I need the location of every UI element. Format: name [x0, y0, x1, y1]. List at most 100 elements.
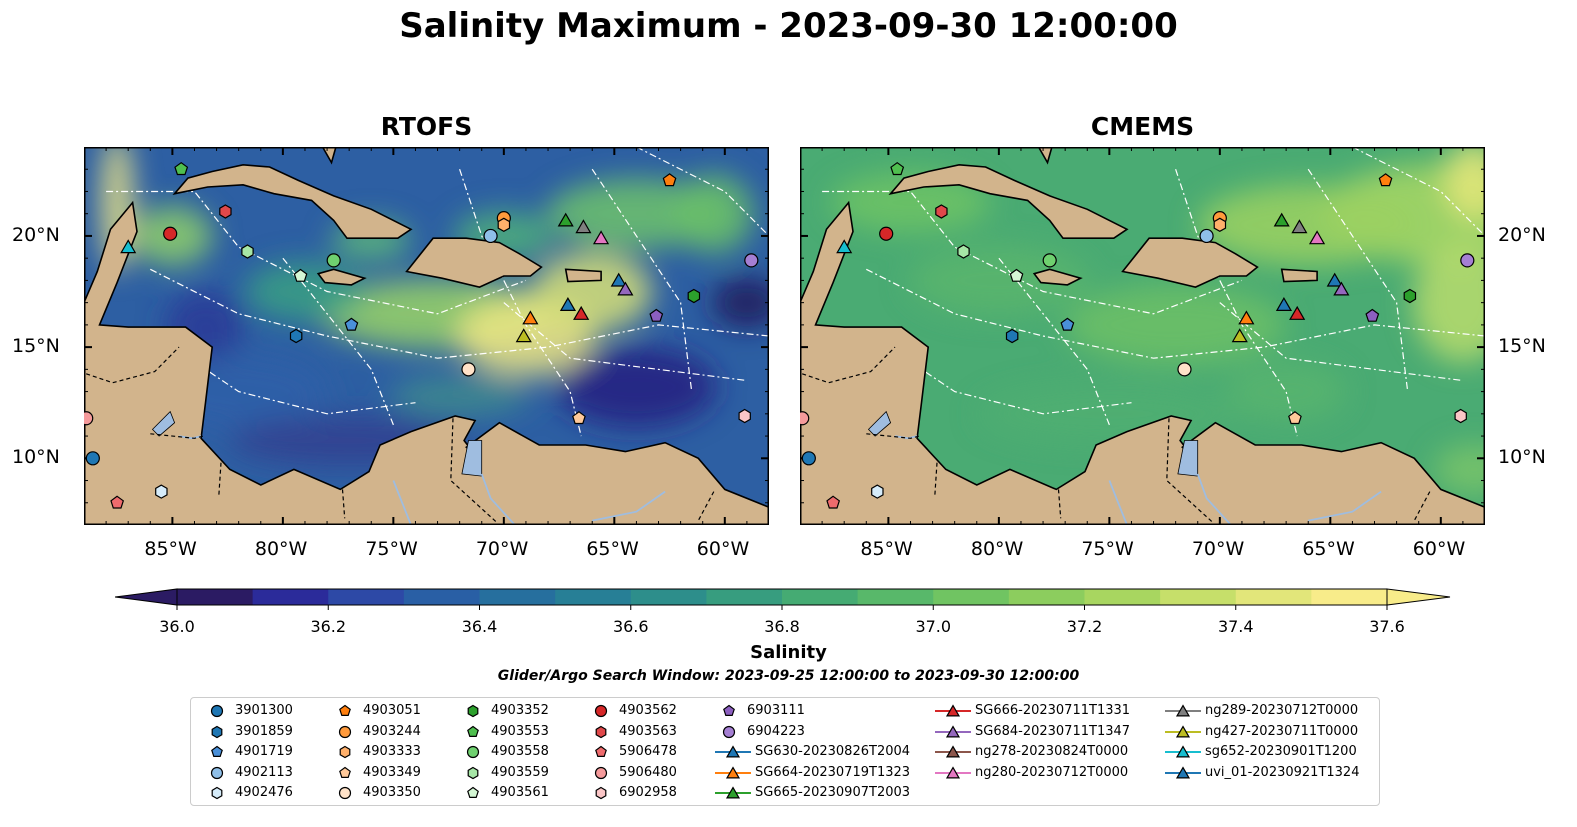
x-tick-label: 80°W: [970, 538, 1024, 560]
marker-sg652-20230901T1200: [120, 239, 137, 254]
colorbar-tick-label: 36.8: [764, 617, 800, 636]
river: [1108, 480, 1128, 525]
legend-marker: [467, 766, 479, 779]
front-line: [1307, 168, 1409, 392]
x-tick-label: 85°W: [144, 538, 197, 560]
colorbar-segment: [1084, 589, 1161, 605]
marker-4903051: [662, 173, 677, 187]
colorbar: [114, 588, 1455, 638]
legend-marker-triangle-icon: [935, 745, 971, 758]
legend-marker: [467, 786, 479, 798]
marker-SG630-20230826T2004: [1275, 297, 1293, 311]
marker-ng289-20230712T0000: [1291, 219, 1308, 234]
search-window-caption: Glider/Argo Search Window: 2023-09-25 12…: [497, 668, 1080, 684]
country-border: [866, 433, 920, 439]
colorbar-segment: [1311, 589, 1388, 605]
legend-label: ng289-20230712T0000: [1205, 703, 1359, 718]
map-frame: [84, 147, 769, 525]
legend-label: SG664-20230719T1323: [755, 764, 911, 780]
country-border: [218, 462, 222, 497]
marker-4903559: [241, 244, 254, 259]
land-puerto-rico: [564, 268, 602, 283]
colorbar-segment: [630, 589, 707, 605]
y-tick-label-left: 15°N: [12, 335, 60, 358]
marker-4903562: [163, 226, 178, 241]
marker-6904223: [1460, 253, 1475, 268]
front-line: [106, 190, 527, 315]
colorbar-tick-label: 36.4: [461, 617, 498, 636]
legend-marker: [211, 745, 223, 757]
marker-4901719: [344, 317, 359, 331]
main-title: Salinity Maximum - 2023-09-30 12:00:00: [399, 6, 1178, 46]
front-line: [1352, 147, 1485, 237]
lake-nicaragua: [151, 410, 176, 437]
front-line: [888, 346, 1132, 415]
map-panel-rtofs: [84, 147, 769, 525]
legend-marker: [725, 786, 741, 799]
legend-label: sg652-20230901T1200: [1205, 744, 1357, 759]
country-border: [86, 346, 180, 384]
legend-marker-pentagon-icon: [339, 704, 351, 716]
colorbar-extend-high: [1386, 588, 1451, 606]
salinity-patch: [673, 173, 754, 254]
marker-uvi_01-20230921T1324: [610, 272, 627, 287]
marker-5906478: [110, 495, 125, 509]
country-border: [150, 433, 204, 439]
legend-marker: [1175, 765, 1191, 778]
land-hispaniola: [1121, 237, 1259, 288]
map-frame: [800, 147, 1485, 525]
marker-4903561: [1009, 268, 1024, 282]
legend-marker-circle-icon: [466, 745, 480, 759]
legend-marker-circle-icon: [338, 786, 352, 800]
legend-label: 3901859: [235, 723, 293, 739]
river: [592, 490, 666, 522]
marker-4903352: [687, 288, 701, 304]
map-panel-cmems: [800, 147, 1485, 525]
marker-SG665-20230907T2003: [1273, 212, 1290, 227]
front-line: [150, 268, 769, 359]
legend-marker-hexagon-icon: [595, 725, 607, 738]
land-hispaniola: [405, 237, 543, 288]
marker-5906480: [800, 411, 810, 426]
legend-label: ng278-20230824T0000: [975, 744, 1129, 759]
x-tick-label: 75°W: [365, 538, 418, 560]
legend-label: ng427-20230711T0000: [1205, 723, 1359, 739]
colorbar-segment: [403, 589, 480, 605]
colorbar-tick-label: 37.2: [1066, 617, 1103, 636]
legend-marker-triangle-icon: [935, 765, 971, 778]
legend-label: 4903558: [491, 744, 549, 759]
legend-marker: [1175, 745, 1191, 758]
x-tick-label: 65°W: [1302, 538, 1355, 560]
salinity-patch: [1226, 361, 1347, 422]
river: [480, 473, 516, 525]
marker-4903349: [572, 411, 586, 425]
colorbar-segment: [1235, 589, 1312, 605]
front-line: [1175, 169, 1298, 437]
lake-nicaragua: [867, 410, 892, 437]
legend-label: SG630-20230826T2004: [755, 744, 911, 759]
marker-4903352: [1403, 288, 1417, 304]
marker-5906480: [84, 411, 94, 426]
colorbar-label: Salinity: [750, 642, 827, 663]
marker-6903111: [649, 308, 664, 322]
colorbar-extend-low: [114, 588, 178, 606]
front-line: [591, 168, 693, 392]
marker-ng280-20230712T0000: [592, 230, 610, 245]
salinity-patch: [556, 347, 717, 428]
colorbar-segment: [857, 589, 934, 605]
marker-3901300: [85, 451, 100, 466]
legend-label: 4902476: [235, 785, 293, 800]
legend-label: 4901719: [235, 744, 293, 759]
marker-4903349: [1288, 411, 1302, 425]
marker-4903562: [879, 226, 894, 241]
legend-marker-triangle-icon: [715, 765, 751, 778]
colorbar-segment: [555, 589, 632, 605]
x-tick-label: 80°W: [254, 538, 308, 560]
salinity-patch: [1412, 242, 1485, 363]
x-tick-label: 70°W: [475, 538, 529, 560]
marker-4902476: [155, 484, 168, 499]
land-cuba: [888, 163, 1129, 239]
legend-marker-pentagon-icon: [467, 786, 479, 798]
marker-4903333: [497, 217, 511, 232]
marker-4903561: [293, 268, 308, 282]
